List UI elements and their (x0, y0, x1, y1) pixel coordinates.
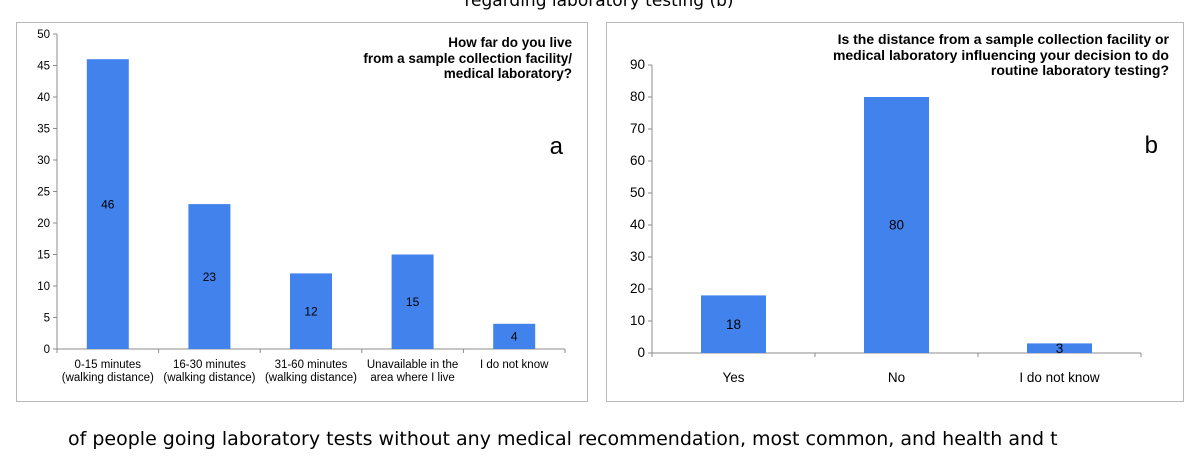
chart-a-title-line: medical laboratory? (443, 66, 572, 81)
chart-a-x-tick-label: (walking distance) (265, 372, 357, 384)
chart-b-title: Is the distance from a sample collection… (699, 31, 1169, 79)
chart-a-y-tick-label: 40 (37, 92, 50, 104)
chart-b-bar (864, 97, 929, 353)
chart-a-title: How far do you live from a sample collec… (212, 35, 572, 82)
chart-a-x-tick-label: 16-30 minutes (173, 359, 246, 371)
chart-a-y-tick-label: 30 (37, 155, 50, 167)
chart-b-y-tick-label: 80 (630, 89, 645, 104)
chart-a-bar (86, 59, 129, 349)
chart-panel-b: 0 10 20 30 40 50 60 70 80 90 18 Yes 80 No 3 I do not kn… (606, 22, 1184, 402)
chart-b-title-line: medical laboratory influencing your deci… (832, 46, 1169, 63)
chart-b-y-tick-label: 10 (630, 313, 645, 328)
chart-a-bar (188, 204, 231, 349)
chart-b-y-tick-label: 70 (630, 121, 645, 136)
chart-b-y-tick-label: 90 (630, 57, 645, 72)
chart-a-data-label: 12 (304, 304, 318, 318)
chart-b-data-label: 80 (889, 218, 904, 233)
chart-a-x-tick-label: Unavailable in the (367, 359, 458, 371)
chart-b-data-label: 3 (1056, 341, 1064, 356)
chart-a-y-tick-label: 15 (37, 250, 50, 262)
chart-a-y-tick-label: 5 (44, 313, 50, 325)
chart-a-y-tick-label: 10 (37, 281, 50, 293)
chart-b-y-tick-label: 0 (637, 345, 645, 360)
chart-a-panel-letter: a (549, 133, 563, 160)
chart-a-y-tick-label: 50 (37, 29, 50, 41)
chart-a-data-label: 15 (406, 295, 420, 309)
chart-b-title-line: Is the distance from a sample collection… (837, 31, 1169, 47)
chart-panel-a: 0 5 10 15 20 25 30 35 40 45 50 46 0-15 minutes (walki… (16, 22, 588, 402)
chart-b-panel-letter: b (1144, 132, 1158, 159)
chart-b-x-tick-label: No (888, 370, 905, 385)
chart-a-y-tick-label: 35 (37, 124, 50, 136)
figure-caption-bottom: of people going laboratory tests without… (68, 428, 1058, 450)
chart-b-bar (1027, 343, 1092, 353)
chart-a-x-tick-label: area where I live (370, 372, 454, 384)
chart-a-y-tick-label: 20 (37, 218, 50, 230)
chart-a-x-tick-label: I do not know (480, 359, 549, 371)
chart-a-x-tick-label: 0-15 minutes (75, 359, 142, 371)
chart-a-x-tick-label: 31-60 minutes (275, 359, 348, 371)
chart-a-data-label: 4 (511, 330, 518, 344)
chart-a-x-tick-label: (walking distance) (62, 372, 154, 384)
chart-b-x-tick-label: Yes (722, 370, 744, 385)
chart-b-title-line: routine laboratory testing? (990, 62, 1169, 78)
chart-a-y-tick-label: 0 (44, 344, 50, 356)
figure-caption-top: regarding laboratory testing (b) (464, 0, 734, 11)
chart-b-y-tick-label: 60 (630, 153, 645, 168)
chart-b-y-tick-label: 50 (630, 185, 645, 200)
chart-a-x-tick-label: (walking distance) (163, 372, 255, 384)
chart-a-title-line: How far do you live (448, 35, 572, 50)
chart-a-bar (391, 254, 434, 349)
chart-a-bar (493, 323, 536, 349)
chart-b-y-tick-label: 40 (630, 217, 645, 232)
chart-a-y-tick-label: 45 (37, 61, 50, 73)
chart-a-bar (290, 273, 332, 349)
chart-a-data-label: 23 (203, 270, 217, 284)
chart-b-x-tick-label: I do not know (1019, 370, 1100, 385)
chart-b-y-tick-label: 20 (630, 281, 645, 296)
chart-b-data-label: 18 (726, 317, 741, 332)
chart-b-y-tick-label: 30 (630, 249, 645, 264)
chart-a-title-line: from a sample collection facility/ (363, 50, 572, 66)
chart-b-bar (701, 295, 766, 353)
chart-b-plot: 0 10 20 30 40 50 60 70 80 90 18 Yes 80 No 3 I do not kn… (630, 57, 1142, 385)
chart-a-y-tick-label: 25 (37, 187, 50, 199)
chart-a-data-label: 46 (101, 197, 115, 211)
